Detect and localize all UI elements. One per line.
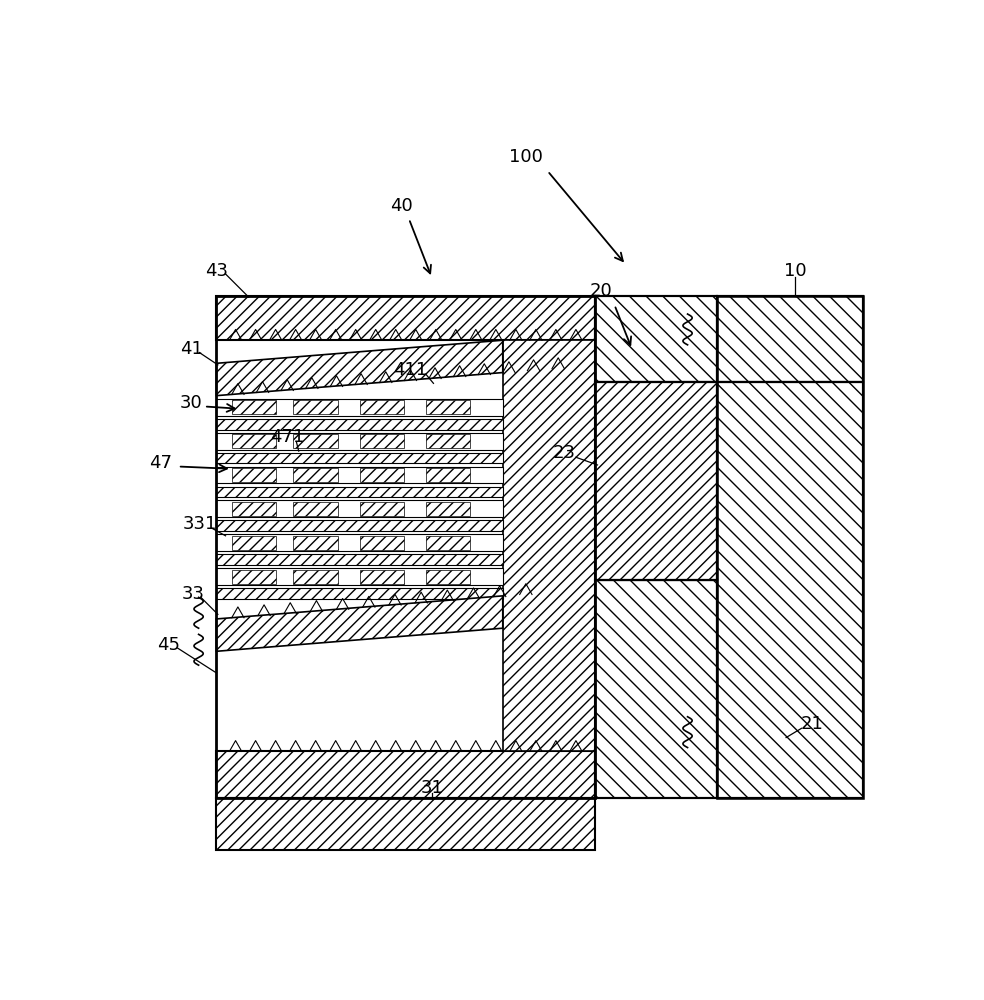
- Bar: [503, 340, 595, 751]
- Text: 45: 45: [157, 636, 180, 654]
- Bar: [595, 296, 716, 382]
- Bar: [595, 580, 716, 798]
- Bar: [216, 798, 595, 850]
- Text: 30: 30: [179, 394, 203, 412]
- Bar: [216, 534, 503, 551]
- Text: 471: 471: [270, 428, 304, 446]
- Polygon shape: [216, 596, 503, 651]
- Bar: [293, 536, 338, 550]
- Bar: [359, 502, 404, 516]
- Bar: [231, 502, 277, 516]
- Text: 20: 20: [590, 282, 613, 300]
- Bar: [595, 296, 716, 382]
- Text: 47: 47: [149, 454, 171, 472]
- Bar: [293, 400, 338, 414]
- Bar: [216, 419, 503, 430]
- Text: 100: 100: [509, 148, 543, 166]
- Bar: [293, 570, 338, 584]
- Text: 33: 33: [182, 585, 205, 603]
- Bar: [216, 487, 503, 497]
- Bar: [359, 536, 404, 550]
- Bar: [359, 434, 404, 448]
- Bar: [216, 296, 595, 340]
- Bar: [231, 570, 277, 584]
- Text: 31: 31: [420, 779, 444, 797]
- Bar: [216, 433, 503, 450]
- Bar: [216, 500, 503, 517]
- Bar: [359, 468, 404, 482]
- Text: 23: 23: [553, 444, 576, 462]
- Polygon shape: [216, 340, 503, 396]
- Bar: [426, 400, 470, 414]
- Bar: [231, 400, 277, 414]
- Bar: [216, 399, 503, 416]
- Bar: [216, 520, 503, 531]
- Bar: [216, 466, 503, 483]
- Bar: [716, 296, 863, 382]
- Text: 331: 331: [182, 515, 216, 533]
- Bar: [426, 468, 470, 482]
- Bar: [216, 296, 595, 798]
- Bar: [216, 751, 595, 798]
- Text: 41: 41: [180, 340, 203, 358]
- Bar: [595, 382, 716, 580]
- Bar: [216, 554, 503, 565]
- Bar: [716, 296, 863, 798]
- Bar: [716, 382, 863, 798]
- Bar: [426, 502, 470, 516]
- Bar: [231, 468, 277, 482]
- Text: 43: 43: [205, 262, 228, 280]
- Bar: [231, 536, 277, 550]
- Bar: [716, 296, 863, 382]
- Text: 411: 411: [394, 361, 427, 379]
- Bar: [293, 434, 338, 448]
- Text: 40: 40: [390, 197, 412, 215]
- Bar: [595, 580, 716, 798]
- Text: 21: 21: [801, 715, 824, 733]
- Bar: [426, 536, 470, 550]
- Bar: [359, 400, 404, 414]
- Bar: [426, 434, 470, 448]
- Bar: [293, 468, 338, 482]
- Bar: [426, 570, 470, 584]
- Bar: [716, 382, 863, 798]
- Bar: [216, 588, 503, 599]
- Text: 10: 10: [784, 262, 807, 280]
- Bar: [216, 568, 503, 585]
- Bar: [359, 570, 404, 584]
- Bar: [231, 434, 277, 448]
- Bar: [595, 382, 716, 580]
- Bar: [293, 502, 338, 516]
- Bar: [216, 453, 503, 463]
